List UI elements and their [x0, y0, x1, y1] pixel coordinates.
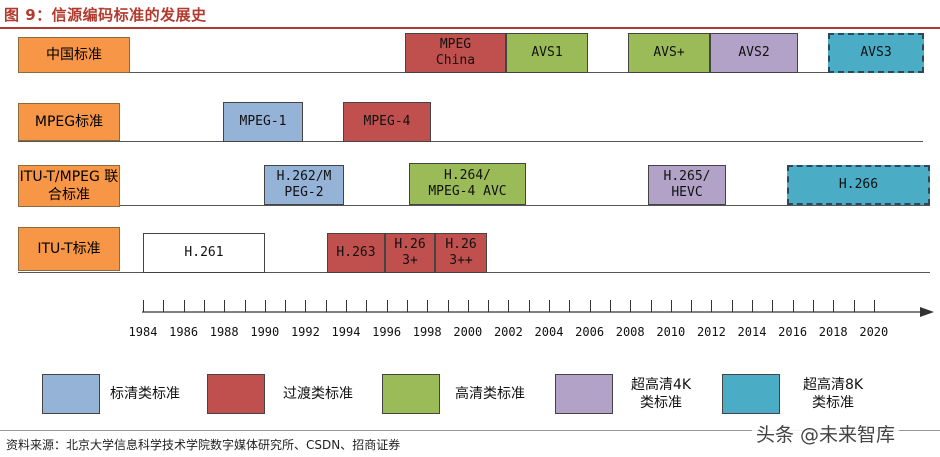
timeline-tick — [427, 300, 429, 312]
timeline-tick — [386, 300, 388, 312]
timeline-year-label: 2004 — [534, 325, 564, 339]
box-avs2: AVS2 — [710, 33, 798, 73]
timeline-tick — [792, 300, 794, 312]
timeline-tick — [508, 300, 510, 312]
timeline-year-label: 1992 — [290, 325, 320, 339]
timeline-year-label: 2014 — [737, 325, 767, 339]
timeline-minor-tick — [366, 300, 368, 312]
timeline-year-label: 2018 — [818, 325, 848, 339]
timeline-year-label: 2016 — [778, 325, 808, 339]
timeline-year-label: 1996 — [372, 325, 402, 339]
timeline-tick — [873, 300, 875, 312]
timeline-year-label: 2010 — [656, 325, 686, 339]
timeline-tick — [752, 300, 753, 312]
box-h262: H.262/M PEG-2 — [264, 165, 344, 205]
timeline-minor-tick — [569, 300, 571, 312]
timeline-arrowhead — [920, 307, 934, 317]
legend-label: 超高清4K 类标准 — [630, 377, 692, 411]
lane-label-mpeg: MPEG标准 — [18, 103, 120, 141]
legend-swatch — [207, 374, 265, 414]
source-note: 资料来源：北京大学信息科学技术学院数字媒体研究所、CSDN、招商证券 — [6, 438, 401, 452]
timeline-tick — [833, 300, 835, 312]
timeline-minor-tick — [447, 300, 449, 312]
timeline-tick — [630, 300, 632, 312]
timeline-minor-tick — [772, 300, 774, 312]
timeline-tick — [264, 300, 266, 312]
timeline-minor-tick — [406, 300, 408, 312]
timeline-year-label: 1986 — [169, 325, 199, 339]
timeline-minor-tick — [325, 300, 327, 312]
timeline-year-label: 2006 — [575, 325, 605, 339]
timeline-minor-tick — [285, 300, 287, 312]
box-h264: H.264/ MPEG-4 AVC — [409, 163, 526, 205]
box-h261: H.261 — [143, 233, 265, 273]
lane-label-china: 中国标准 — [18, 37, 130, 73]
timeline-minor-tick — [163, 300, 165, 312]
timeline-minor-tick — [731, 300, 733, 312]
legend-swatch — [42, 374, 100, 414]
timeline-axis — [142, 307, 934, 317]
timeline-minor-tick — [488, 300, 490, 312]
timeline-minor-tick — [528, 300, 530, 312]
box-mpeg1: MPEG-1 — [223, 102, 303, 142]
timeline-minor-tick — [203, 300, 205, 312]
box-avs3: AVS3 — [828, 33, 924, 73]
legend-swatch — [722, 374, 780, 414]
legend-swatch — [555, 374, 613, 414]
lane-track-mpeg — [18, 141, 923, 142]
lane-track-joint — [18, 205, 930, 206]
timeline-year-label: 1984 — [128, 325, 158, 339]
box-h263: H.263 — [327, 233, 385, 273]
legend-label: 超高清8K 类标准 — [802, 377, 864, 411]
timeline-minor-tick — [650, 300, 652, 312]
timeline-tick — [183, 300, 185, 312]
timeline-minor-tick — [691, 300, 693, 312]
figure-title: 图 9：信源编码标准的发展史 — [4, 6, 207, 24]
timeline-tick — [346, 300, 347, 312]
legend-label: 高清类标准 — [455, 386, 525, 402]
title-rule — [0, 27, 940, 29]
timeline-tick — [143, 300, 144, 312]
timeline-year-label: 2020 — [859, 325, 889, 339]
timeline-year-label: 1998 — [412, 325, 442, 339]
box-avs-plus: AVS+ — [628, 33, 710, 73]
timeline-tick — [589, 300, 591, 312]
timeline-year-label: 2002 — [493, 325, 523, 339]
timeline-tick — [711, 300, 713, 312]
timeline-year-label: 2008 — [615, 325, 645, 339]
footer-rule — [0, 430, 940, 431]
legend-label: 过渡类标准 — [283, 386, 353, 402]
timeline-tick — [467, 300, 469, 312]
box-avs1: AVS1 — [506, 33, 588, 73]
box-h263-plus: H.26 3+ — [385, 233, 435, 273]
timeline-minor-tick — [812, 300, 814, 312]
box-mpeg4: MPEG-4 — [343, 102, 431, 142]
timeline-year-label: 2012 — [696, 325, 726, 339]
timeline-year-label: 1990 — [250, 325, 280, 339]
timeline-year-label: 2000 — [453, 325, 483, 339]
watermark: 头条 @未来智库 — [752, 420, 900, 447]
timeline-year-label: 1988 — [209, 325, 239, 339]
lane-label-itut: ITU-T标准 — [18, 227, 120, 271]
box-h266: H.266 — [787, 165, 930, 205]
lane-label-joint: ITU-T/MPEG 联合标准 — [18, 165, 120, 207]
legend-swatch — [382, 374, 440, 414]
timeline-tick — [224, 300, 226, 312]
box-h265: H.265/ HEVC — [648, 165, 726, 205]
box-h263-plusplus: H.26 3++ — [435, 233, 487, 273]
timeline-tick — [305, 300, 307, 312]
timeline-minor-tick — [244, 300, 246, 312]
timeline-minor-tick — [609, 300, 611, 312]
box-mpeg-china: MPEG China — [405, 33, 506, 73]
timeline-tick — [549, 300, 550, 312]
timeline-tick — [670, 300, 672, 312]
timeline-year-label: 1994 — [331, 325, 361, 339]
timeline-minor-tick — [853, 300, 855, 312]
legend-label: 标清类标准 — [110, 386, 180, 402]
